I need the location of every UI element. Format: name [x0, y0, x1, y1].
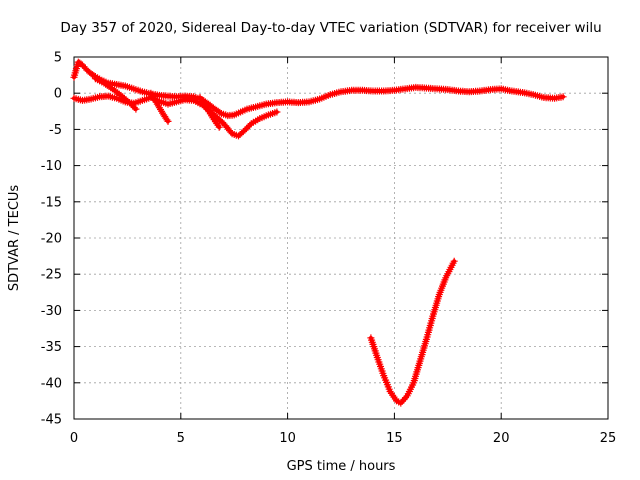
y-axis-label: SDTVAR / TECUs: [7, 185, 22, 292]
y-tick-label: -45: [41, 413, 62, 428]
grid: [74, 57, 608, 419]
y-tick-label: -25: [41, 268, 62, 283]
series-markers: [196, 94, 223, 131]
y-tick-labels: 5 0 -5 -10 -15 -20 -25 -30 -35 -40 -45: [41, 51, 62, 428]
x-tick-label: 20: [493, 431, 510, 446]
x-tick-label: 15: [386, 431, 403, 446]
series-v-track: [367, 257, 458, 407]
axis-ticks: [73, 56, 609, 420]
x-tick-label: 0: [70, 431, 78, 446]
series-markers: [70, 58, 567, 120]
y-tick-label: -40: [41, 376, 62, 391]
series-markers: [367, 257, 458, 407]
y-tick-label: -20: [41, 232, 62, 247]
y-tick-label: 5: [54, 51, 62, 66]
x-tick-label: 25: [600, 431, 617, 446]
series-markers: [91, 75, 140, 113]
x-tick-label: 5: [177, 431, 185, 446]
y-tick-label: -10: [41, 159, 62, 174]
series-branch-b: [147, 89, 172, 125]
series-markers: [147, 89, 172, 125]
y-tick-label: -15: [41, 195, 62, 210]
y-tick-label: -35: [41, 340, 62, 355]
series-upper-track: [70, 58, 567, 120]
x-tick-labels: 0 5 10 15 20 25: [70, 431, 616, 446]
series-branch-a: [91, 75, 140, 113]
y-tick-label: -30: [41, 304, 62, 319]
series-lower-track: [70, 92, 281, 140]
x-tick-label: 10: [279, 431, 296, 446]
series-markers: [70, 92, 281, 140]
y-tick-label: 0: [54, 87, 62, 102]
x-axis-label: GPS time / hours: [287, 459, 396, 474]
data-series: [70, 58, 567, 407]
chart-title: Day 357 of 2020, Sidereal Day-to-day VTE…: [60, 20, 601, 36]
series-branch-c: [196, 94, 223, 131]
y-tick-label: -5: [49, 123, 62, 138]
